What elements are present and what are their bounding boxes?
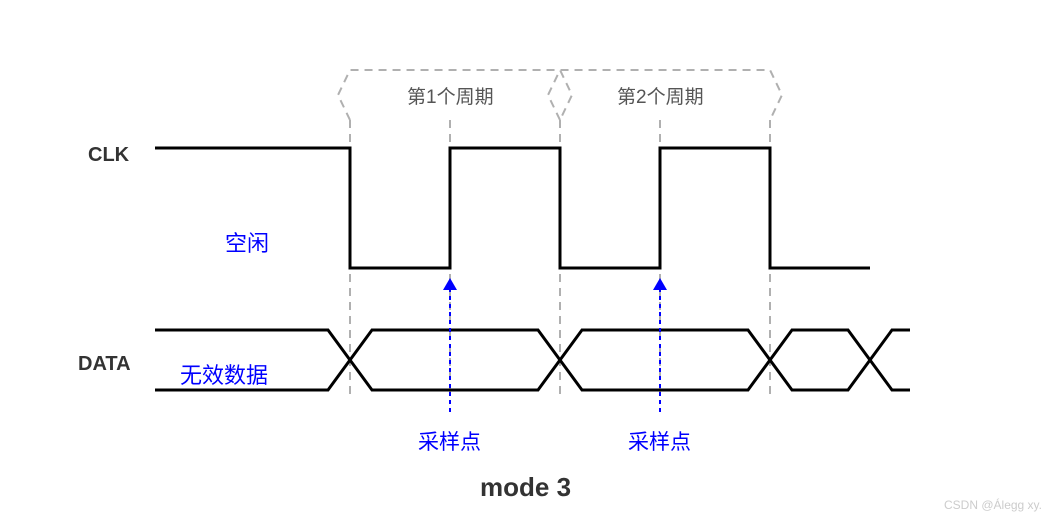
data-label: DATA <box>78 353 131 376</box>
mode-label: mode 3 <box>480 472 571 503</box>
invalid-data-label: 无效数据 <box>180 358 268 390</box>
diagram-svg <box>0 0 1052 517</box>
period-label-1: 第1个周期 <box>407 82 494 109</box>
clk-label: CLK <box>88 144 129 167</box>
timing-diagram: CLK DATA 空闲 无效数据 mode 3 第1个周期 第2个周期 采样点 采样… <box>0 0 1052 517</box>
period-label-2: 第2个周期 <box>617 82 704 109</box>
watermark: CSDN @Álegg xy. <box>944 498 1042 512</box>
idle-label: 空闲 <box>225 226 269 258</box>
sample-point-label-1: 采样点 <box>418 426 481 456</box>
sample-point-label-2: 采样点 <box>628 426 691 456</box>
